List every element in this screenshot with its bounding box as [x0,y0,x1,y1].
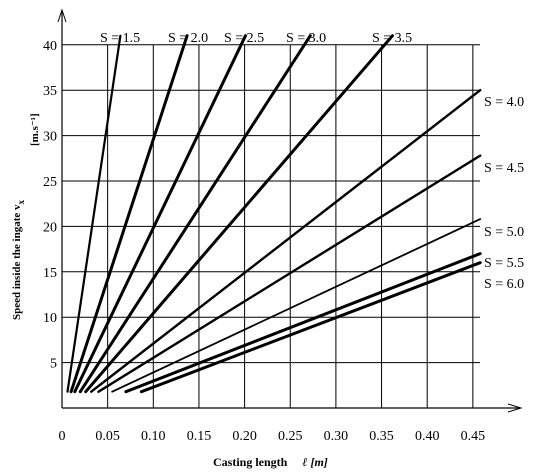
series-line [89,88,482,393]
x-tick-label: 0.25 [278,429,303,444]
x-axis-title: Casting length ℓ [m] [213,455,328,469]
x-tick-label: 0 [59,429,66,444]
y-tick-label: 40 [43,39,57,54]
series-line [111,218,482,393]
series-label: S = 5.5 [484,256,524,271]
series-line [78,34,312,394]
axes [57,8,523,413]
series-line [97,154,482,393]
series-labels: S = 1.5 S = 2.0 S = 2.5 S = 3.0 S = 3.5 S = 4… [100,31,524,292]
series-line [124,252,482,394]
x-tick-label: 0.15 [187,429,212,444]
y-axis-title: Speed inside the ingate vx [11,199,26,320]
x-tick-label: 0.45 [461,429,486,444]
x-tick-label: 0.10 [141,429,166,444]
y-tick-label: 15 [43,266,57,281]
series-line [69,34,189,394]
x-tick-label: 0.20 [232,429,257,444]
x-tick-label: 0.40 [415,429,440,444]
series-label: S = 3.5 [372,31,412,46]
series-label: S = 2.0 [168,31,208,46]
series-label: S = 1.5 [100,31,140,46]
y-tick-label: 5 [50,357,57,372]
x-axis-arrow [507,403,523,413]
series-label: S = 2.5 [224,31,264,46]
y-axis-arrow [57,8,67,23]
y-tick-label: 35 [43,84,57,99]
y-tick-labels: 5 10 15 20 25 30 35 40 [43,39,57,372]
y-axis-unit: [m.s⁻¹] [29,113,41,146]
series-line [66,34,122,393]
x-axis-title-text: Casting length [213,455,288,469]
y-tick-label: 30 [43,130,57,145]
series-label: S = 6.0 [484,277,524,292]
series-line [73,34,247,394]
x-axis-title-symbol: ℓ [m] [302,455,327,469]
y-tick-label: 10 [43,311,57,326]
series-label: S = 4.0 [484,95,524,110]
series-label: S = 4.5 [484,161,524,176]
series-lines [66,34,482,394]
series-line [84,34,394,394]
x-tick-label: 0.30 [324,429,349,444]
x-tick-label: 0.05 [95,429,120,444]
x-tick-labels: 0 0.05 0.10 0.15 0.20 0.25 0.30 0.35 0.40 0.45 [59,429,486,444]
series-line [139,261,482,394]
y-tick-label: 20 [43,220,57,235]
x-tick-label: 0.35 [369,429,394,444]
series-label: S = 5.0 [484,225,524,240]
y-axis-title-subscript: x [16,199,26,204]
y-tick-label: 25 [43,175,57,190]
y-axis-title-text: Speed inside the ingate v [11,204,23,320]
series-label: S = 3.0 [286,31,326,46]
